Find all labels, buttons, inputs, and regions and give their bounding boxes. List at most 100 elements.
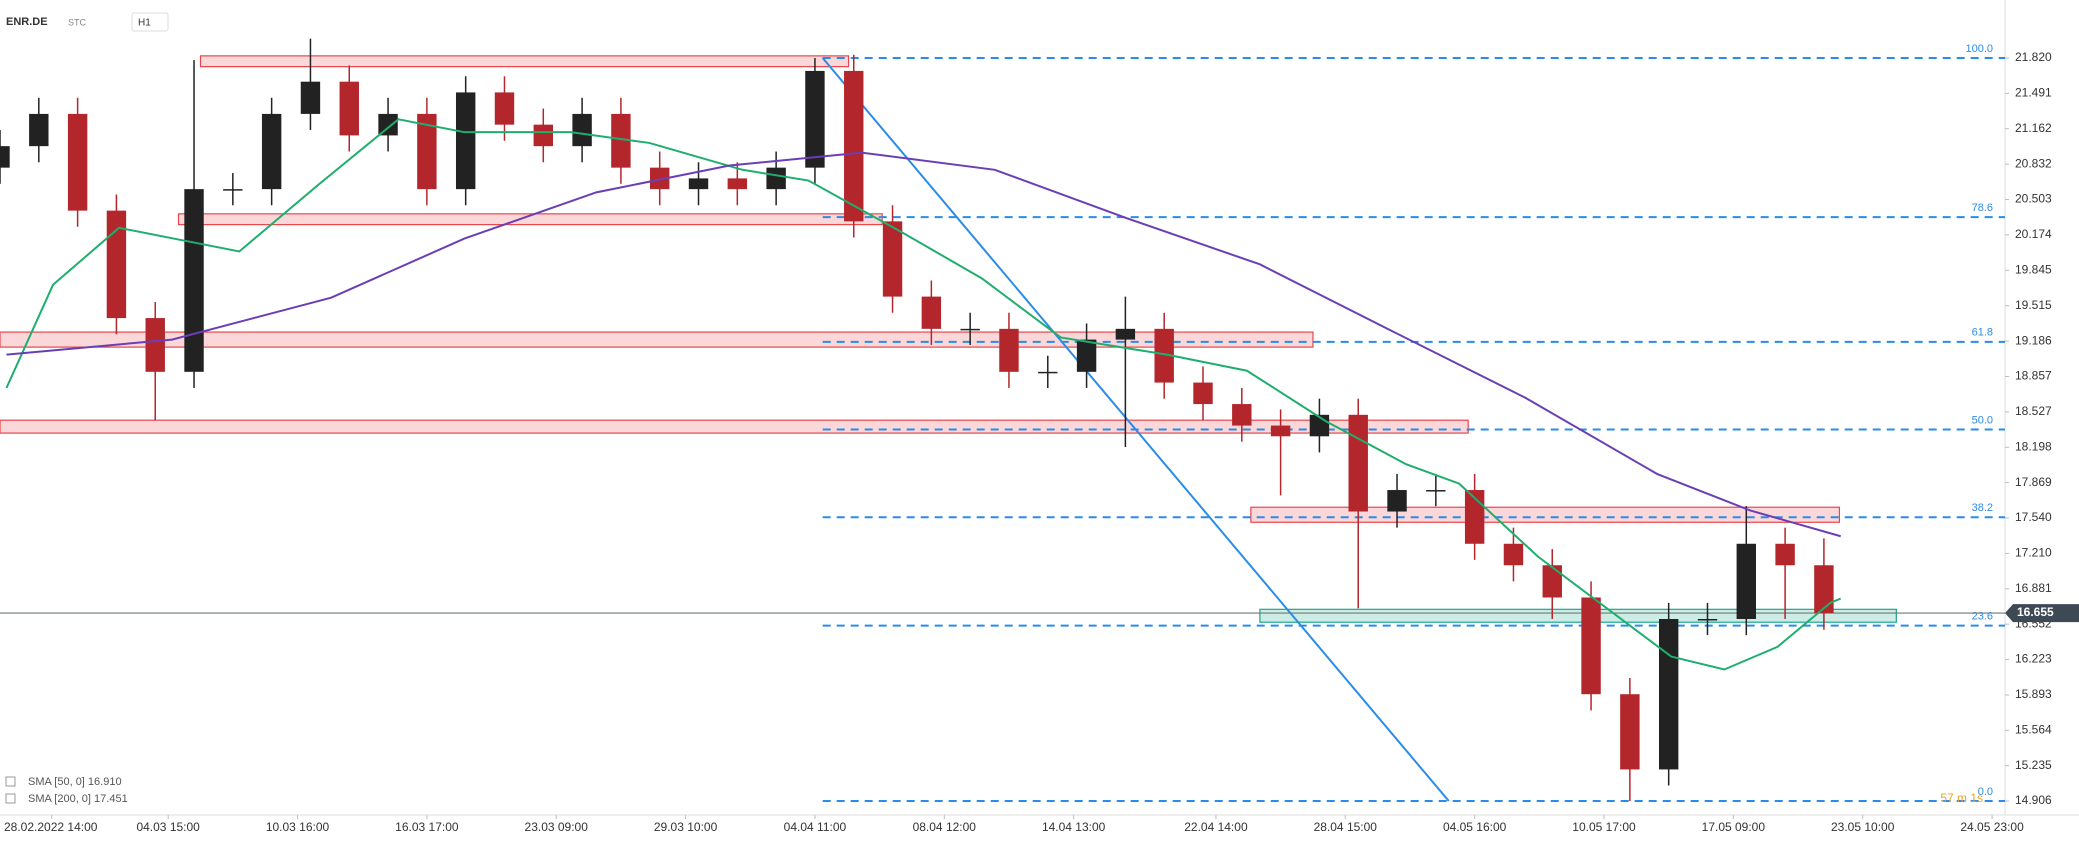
x-tick-label: 28.04 15:00	[1314, 820, 1378, 834]
candle-body	[67, 113, 88, 211]
candle-body	[1038, 371, 1058, 374]
x-tick-label: 16.03 17:00	[395, 820, 459, 834]
candle-body	[417, 113, 437, 190]
candle-body	[1115, 328, 1136, 340]
candle-body	[999, 328, 1019, 372]
candle-body	[145, 318, 165, 372]
interval-button[interactable]	[131, 12, 169, 32]
legend-entry: SMA [50, 0] 16.910	[28, 776, 122, 788]
y-tick-label: 15.235	[2015, 758, 2052, 772]
trend-line	[821, 57, 1450, 802]
fib-label: 100.0	[1965, 43, 1993, 55]
candle-body	[1503, 543, 1524, 566]
candle-body	[300, 81, 321, 114]
y-tick-label: 15.564	[2015, 722, 2052, 736]
candle-body	[106, 210, 127, 319]
interval[interactable]: H1	[138, 18, 151, 29]
candle-body	[0, 146, 10, 168]
x-tick-label: 10.05 17:00	[1572, 820, 1636, 834]
candle-body	[727, 178, 748, 190]
fib-label: 78.6	[1972, 202, 1993, 214]
x-tick-label: 23.03 09:00	[525, 820, 589, 834]
y-tick-label: 18.857	[2015, 369, 2052, 383]
x-tick-label: 10.03 16:00	[266, 820, 330, 834]
y-tick-label: 21.162	[2015, 121, 2052, 135]
x-tick-label: 04.05 16:00	[1443, 820, 1507, 834]
y-tick-label: 20.174	[2015, 227, 2052, 241]
zone	[0, 331, 1314, 348]
y-tick-label: 17.869	[2015, 475, 2052, 489]
y-tick-label: 19.515	[2015, 298, 2052, 312]
y-tick-label: 19.845	[2015, 262, 2052, 276]
y-tick-label: 17.540	[2015, 510, 2052, 524]
candle-body	[1232, 404, 1252, 426]
candle-body	[1658, 618, 1679, 770]
x-tick-label: 29.03 10:00	[654, 820, 718, 834]
candle-body	[1775, 543, 1795, 566]
candle-body	[611, 113, 631, 168]
candle-body	[184, 189, 204, 372]
zone	[199, 55, 850, 68]
candle-body	[844, 70, 864, 222]
candle-body	[1270, 425, 1291, 437]
candle-body	[650, 167, 670, 190]
candle-body	[1542, 565, 1562, 598]
y-tick-label: 16.881	[2015, 581, 2052, 595]
countdown: 57 m 1s	[1940, 791, 1983, 805]
candle-body	[261, 113, 282, 190]
y-tick-label: 14.906	[2015, 793, 2052, 807]
market: STC	[68, 17, 87, 27]
candle-body	[1426, 490, 1446, 492]
candle-body	[572, 113, 592, 147]
x-tick-label: 22.04 14:00	[1184, 820, 1248, 834]
y-tick-label: 16.223	[2015, 652, 2052, 666]
candle-body	[766, 167, 786, 190]
candle-body	[688, 178, 709, 190]
y-tick-label: 21.820	[2015, 50, 2052, 64]
candle-body	[494, 92, 515, 125]
x-tick-label: 04.04 11:00	[784, 820, 847, 834]
candle-body	[1348, 414, 1368, 512]
fib-label: 38.2	[1972, 502, 1993, 514]
symbol: ENR.DE	[6, 16, 48, 28]
x-tick-label: 28.02.2022 14:00	[4, 820, 98, 834]
sma-line	[5, 118, 1842, 671]
candle-body	[533, 124, 553, 147]
zone	[1259, 608, 1897, 623]
plot: 21.820 21.491 21.162 20.832 20.503 20.174 19.8…	[0, 38, 2079, 834]
legend-icon	[5, 793, 16, 804]
fib-label: 23.6	[1972, 611, 1993, 623]
candle-body	[1193, 382, 1213, 405]
y-tick-label: 21.491	[2015, 86, 2052, 100]
candle-body	[1581, 597, 1601, 695]
last-price-label: 16.655	[2017, 605, 2054, 619]
candle-body	[921, 296, 942, 329]
y-tick-label: 15.893	[2015, 687, 2052, 701]
x-tick-label: 17.05 09:00	[1702, 820, 1766, 834]
y-tick-label: 17.210	[2015, 546, 2052, 560]
x-tick-label: 14.04 13:00	[1042, 820, 1106, 834]
legend-entry: SMA [200, 0] 17.451	[28, 793, 128, 805]
fib-label: 61.8	[1972, 327, 1993, 339]
x-tick-label: 24.05 23:00	[1960, 820, 2024, 834]
candle-body	[960, 328, 980, 331]
candle-body	[1620, 694, 1640, 770]
sma-line	[6, 151, 1841, 538]
y-tick-label: 18.198	[2015, 439, 2052, 453]
zone	[1250, 506, 1841, 523]
candle-body	[29, 113, 49, 147]
x-tick-label: 08.04 12:00	[913, 820, 977, 834]
zone	[0, 419, 1469, 434]
fib-label: 0.0	[1978, 786, 1993, 798]
candle-body	[455, 92, 476, 190]
x-tick-label: 04.03 15:00	[136, 820, 200, 834]
last-price-tag	[2005, 604, 2079, 623]
candle-body	[1814, 565, 1834, 614]
x-tick-label: 23.05 10:00	[1831, 820, 1895, 834]
candle-body	[882, 221, 903, 297]
candle-body	[1387, 490, 1407, 512]
legend-icon	[5, 776, 16, 787]
candle-body	[378, 113, 398, 136]
